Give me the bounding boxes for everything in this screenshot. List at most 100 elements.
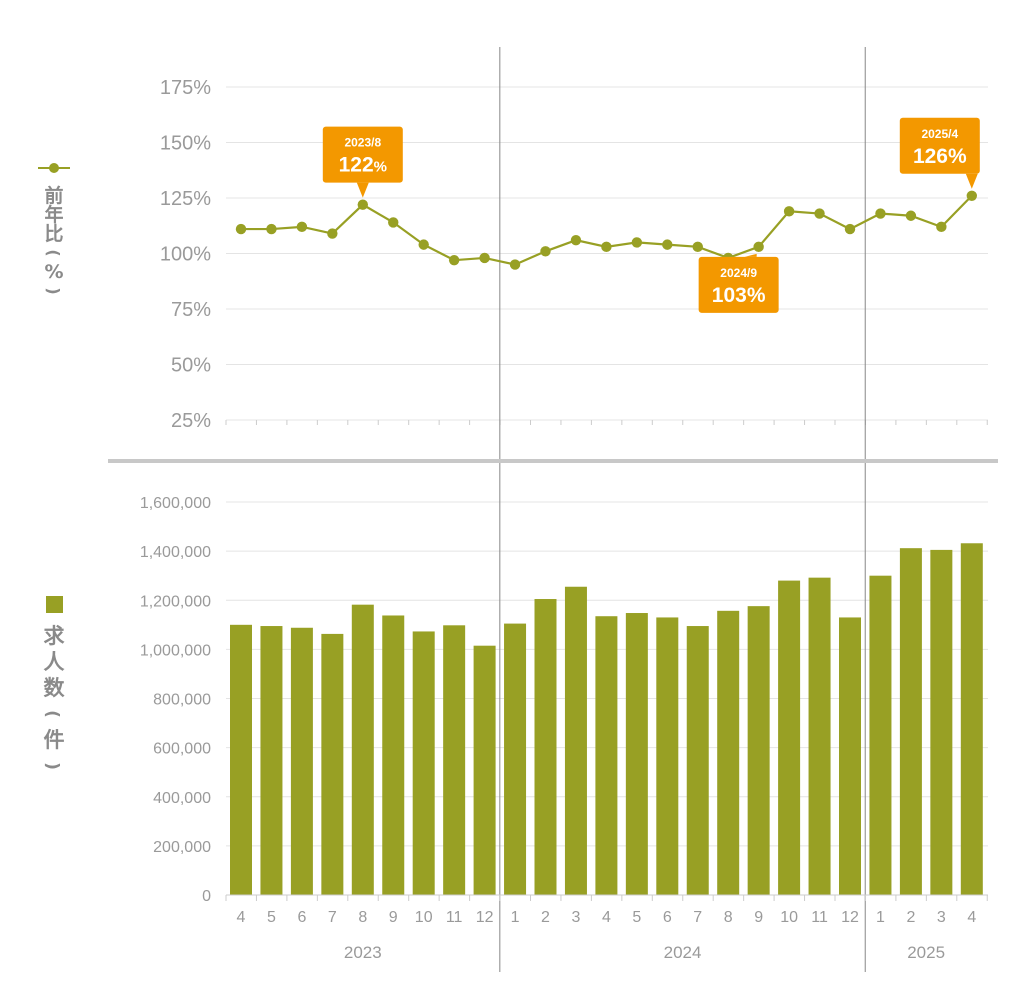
line-point bbox=[601, 241, 612, 253]
month-tick-label: 7 bbox=[328, 909, 337, 926]
month-tick-label: 5 bbox=[632, 909, 641, 926]
bar bbox=[290, 627, 313, 895]
bar bbox=[686, 626, 709, 895]
line-point bbox=[418, 239, 429, 250]
bar-ytick-label: 800,000 bbox=[153, 692, 211, 709]
month-tick-label: 12 bbox=[476, 909, 494, 926]
line-point bbox=[235, 223, 247, 235]
bar bbox=[656, 617, 679, 895]
line-panel-grid: 25% 50% 75% 100% 125% 150% 175% bbox=[160, 77, 988, 432]
month-tick-label: 2 bbox=[541, 909, 550, 926]
bar-ytick-label: 1,600,000 bbox=[140, 495, 211, 512]
month-tick-label: 7 bbox=[693, 909, 702, 926]
callout-pointer bbox=[356, 182, 369, 198]
line-point bbox=[662, 239, 673, 250]
bar bbox=[412, 631, 435, 895]
line-point bbox=[266, 223, 277, 235]
month-tick-label: 9 bbox=[389, 909, 398, 926]
month-tick-label: 10 bbox=[780, 909, 798, 926]
month-tick-label: 8 bbox=[724, 909, 733, 926]
month-tick-label: 6 bbox=[297, 909, 306, 926]
month-tick-label: 4 bbox=[602, 909, 611, 926]
bar bbox=[443, 625, 466, 895]
month-tick-label: 2 bbox=[906, 909, 915, 926]
bar bbox=[321, 633, 344, 895]
bar bbox=[473, 645, 496, 895]
legend-bar: 求人数 (件) bbox=[42, 596, 66, 770]
line-point bbox=[966, 190, 977, 201]
callout-2025-4: 2025/4 126% bbox=[899, 117, 980, 189]
callout-date: 2025/4 bbox=[921, 127, 958, 141]
month-tick-label: 10 bbox=[415, 909, 433, 926]
legend-line-char: ) bbox=[44, 287, 63, 294]
callout-value: 126% bbox=[913, 145, 967, 168]
bar-ytick-label: 0 bbox=[202, 888, 211, 905]
line-point bbox=[936, 221, 947, 233]
bar bbox=[717, 610, 740, 895]
line-ytick-label: 175% bbox=[160, 77, 211, 99]
month-tick-label: 11 bbox=[446, 909, 463, 926]
bar bbox=[778, 580, 801, 895]
month-tick-label: 4 bbox=[237, 909, 246, 926]
bar-ytick-label: 1,400,000 bbox=[140, 544, 211, 561]
callout-value-number: 103% bbox=[712, 284, 766, 307]
annotation-callouts: 2023/8 122% 2024/9 103% 2025/4 126% bbox=[322, 117, 980, 313]
bar-ytick-label: 200,000 bbox=[153, 839, 211, 856]
line-point bbox=[875, 208, 886, 219]
legend-bar-char: 数 bbox=[44, 676, 66, 700]
legend-line-dot bbox=[49, 163, 59, 173]
callout-value-number: 126% bbox=[913, 145, 967, 168]
year-label: 2024 bbox=[664, 943, 702, 962]
bar bbox=[839, 617, 861, 895]
month-tick-label: 3 bbox=[937, 909, 946, 926]
bar bbox=[230, 624, 252, 895]
bar bbox=[930, 549, 953, 895]
line-point bbox=[692, 241, 703, 253]
legend-bar-char: 件 bbox=[44, 728, 65, 752]
callout-box bbox=[899, 117, 980, 174]
line-point bbox=[814, 208, 825, 219]
line-ytick-label: 125% bbox=[160, 188, 211, 210]
line-ytick-label: 50% bbox=[171, 355, 211, 377]
legend-line-char: 前 bbox=[44, 184, 63, 207]
line-point bbox=[327, 228, 338, 239]
month-tick-label: 9 bbox=[754, 909, 763, 926]
line-ytick-label: 25% bbox=[171, 410, 211, 432]
legend-bar-char: 求 bbox=[44, 624, 65, 648]
legend-line-char: 年 bbox=[44, 203, 63, 226]
bar-ytick-label: 600,000 bbox=[153, 741, 211, 758]
line-series bbox=[235, 190, 977, 270]
line-point bbox=[479, 252, 490, 264]
month-tick-label: 8 bbox=[358, 909, 367, 926]
callout-date: 2024/9 bbox=[720, 266, 757, 280]
callout-2023-8: 2023/8 122% bbox=[322, 126, 403, 198]
bar bbox=[869, 575, 892, 895]
legend-bar-char: ( bbox=[42, 710, 62, 718]
bar bbox=[808, 577, 831, 895]
callout-value-unit: % bbox=[374, 159, 387, 176]
bar bbox=[899, 548, 922, 895]
line-point bbox=[448, 254, 460, 266]
line-path bbox=[241, 195, 973, 266]
line-point bbox=[844, 223, 856, 235]
bar bbox=[504, 623, 527, 895]
line-point bbox=[570, 234, 582, 246]
line-point bbox=[388, 217, 399, 228]
bar bbox=[747, 606, 770, 895]
year-label: 2025 bbox=[907, 943, 945, 962]
bar bbox=[351, 604, 374, 895]
legend-bar-char: 人 bbox=[44, 650, 65, 674]
legend-line-char: % bbox=[44, 261, 63, 283]
legend-line-char: ( bbox=[44, 249, 63, 256]
bar bbox=[595, 616, 618, 895]
month-tick-label: 11 bbox=[811, 909, 828, 926]
bar bbox=[382, 615, 405, 895]
line-ytick-label: 75% bbox=[171, 299, 211, 321]
callout-box bbox=[698, 256, 779, 313]
line-point bbox=[509, 259, 521, 270]
line-ytick-label: 150% bbox=[160, 133, 211, 155]
month-tick-label: 5 bbox=[267, 909, 276, 926]
bar bbox=[260, 626, 283, 895]
